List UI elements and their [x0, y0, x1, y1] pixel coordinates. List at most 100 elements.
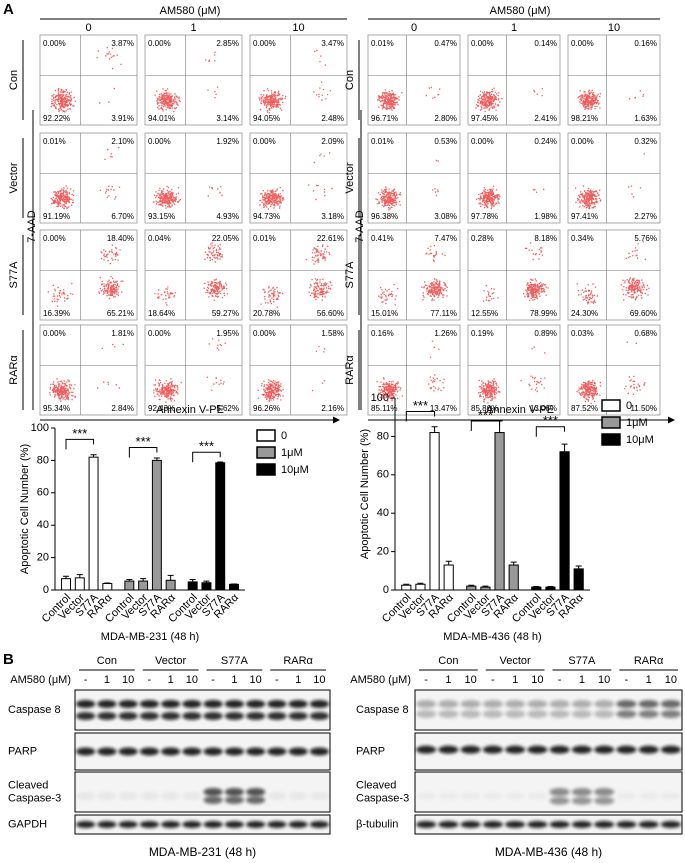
- significance-label: ***: [543, 413, 558, 428]
- dot-cloud: [576, 241, 650, 305]
- band: [76, 821, 96, 828]
- band: [118, 712, 138, 720]
- band: [549, 788, 570, 796]
- quadrant-percent: 0.47%: [434, 39, 457, 48]
- band: [616, 792, 636, 800]
- blot-frame: [414, 814, 683, 835]
- dot-cloud: [377, 86, 441, 111]
- bar: [151, 459, 162, 591]
- bar: [229, 583, 239, 591]
- significance-label: ***: [72, 426, 87, 441]
- plot-frame: [567, 229, 661, 321]
- lane-label: 1: [579, 674, 585, 686]
- bar: [201, 582, 212, 591]
- column-label: 1: [190, 22, 196, 34]
- error-bar: [533, 586, 540, 588]
- quadrant-percent: 4.93%: [216, 212, 239, 221]
- plot-frame: [249, 324, 348, 416]
- band: [616, 700, 637, 708]
- band: [460, 821, 481, 828]
- band: [267, 700, 287, 708]
- band: [527, 700, 548, 708]
- bar: [102, 583, 113, 591]
- x-axis-label: Annexin V-PE: [486, 404, 554, 416]
- column-label: 10: [608, 22, 620, 34]
- error-bar: [417, 582, 424, 585]
- quadrant-percent: 1.92%: [216, 137, 239, 146]
- band: [76, 747, 96, 756]
- significance-label: ***: [136, 434, 151, 449]
- y-tick-label: 40: [37, 519, 49, 531]
- band: [660, 821, 681, 828]
- band: [267, 821, 287, 828]
- band: [616, 710, 637, 718]
- group-label: Vector: [155, 655, 187, 667]
- band: [571, 788, 592, 796]
- group-label: Con: [97, 655, 117, 667]
- band: [660, 710, 681, 718]
- band: [224, 700, 244, 708]
- band: [571, 796, 592, 805]
- band: [161, 700, 181, 708]
- quadrant-percent: 94.01%: [148, 114, 175, 123]
- quadrant-percent: 1.63%: [634, 114, 657, 123]
- blot-frame: [414, 771, 683, 813]
- band: [505, 710, 526, 718]
- band: [549, 821, 570, 828]
- bar: [531, 586, 542, 591]
- band: [594, 710, 615, 718]
- band: [182, 747, 202, 756]
- quadrant-percent: 0.00%: [571, 137, 594, 146]
- quadrant-percent: 5.76%: [634, 234, 657, 243]
- band: [97, 700, 117, 708]
- quadrant-percent: 7.47%: [434, 234, 457, 243]
- row-label: Vector: [344, 162, 356, 194]
- band: [246, 821, 266, 828]
- band: [416, 821, 437, 828]
- band: [182, 792, 202, 800]
- band: [224, 712, 244, 720]
- lane-label: 10: [313, 674, 325, 686]
- quadrant-percent: 0.89%: [534, 329, 557, 338]
- panel-label: B: [3, 651, 14, 668]
- band: [594, 700, 615, 708]
- quadrant-percent: 18.40%: [107, 234, 134, 243]
- quadrant-percent: 65.21%: [107, 309, 134, 318]
- y-tick-label: 20: [377, 546, 389, 558]
- band: [118, 792, 138, 800]
- lane-label: 1: [168, 674, 174, 686]
- lane-label: -: [211, 674, 215, 686]
- quadrant-percent: 3.18%: [321, 212, 344, 221]
- band: [97, 747, 117, 756]
- band: [309, 712, 329, 720]
- quadrant-percent: 59.27%: [212, 309, 239, 318]
- quadrant-percent: 2.85%: [216, 39, 239, 48]
- y-tick-label: 20: [37, 552, 49, 564]
- bar: [508, 564, 519, 591]
- quadrant-percent: 3.08%: [434, 212, 457, 221]
- quadrant-percent: 3.47%: [321, 39, 344, 48]
- quadrant-percent: 0.00%: [148, 329, 171, 338]
- lane-label: -: [148, 674, 152, 686]
- band: [203, 821, 223, 828]
- lane-label: -: [424, 674, 428, 686]
- y-tick-label: 80: [37, 454, 49, 466]
- error-bar: [76, 574, 83, 578]
- quadrant-percent: 0.00%: [43, 39, 66, 48]
- quadrant-percent: 85.11%: [371, 404, 398, 413]
- band: [594, 788, 615, 796]
- band: [118, 700, 138, 708]
- significance-bracket: [535, 426, 566, 437]
- band: [661, 792, 681, 800]
- lane-label: 1: [512, 674, 518, 686]
- band: [76, 700, 96, 708]
- dot-cloud: [475, 185, 545, 210]
- lane-label: 10: [598, 674, 610, 686]
- quadrant-percent: 3.91%: [111, 114, 134, 123]
- band: [571, 710, 592, 718]
- legend-swatch: [256, 429, 276, 442]
- quadrant-percent: 0.00%: [471, 137, 494, 146]
- band: [482, 700, 503, 708]
- legend-swatch: [601, 433, 621, 446]
- band: [527, 745, 548, 754]
